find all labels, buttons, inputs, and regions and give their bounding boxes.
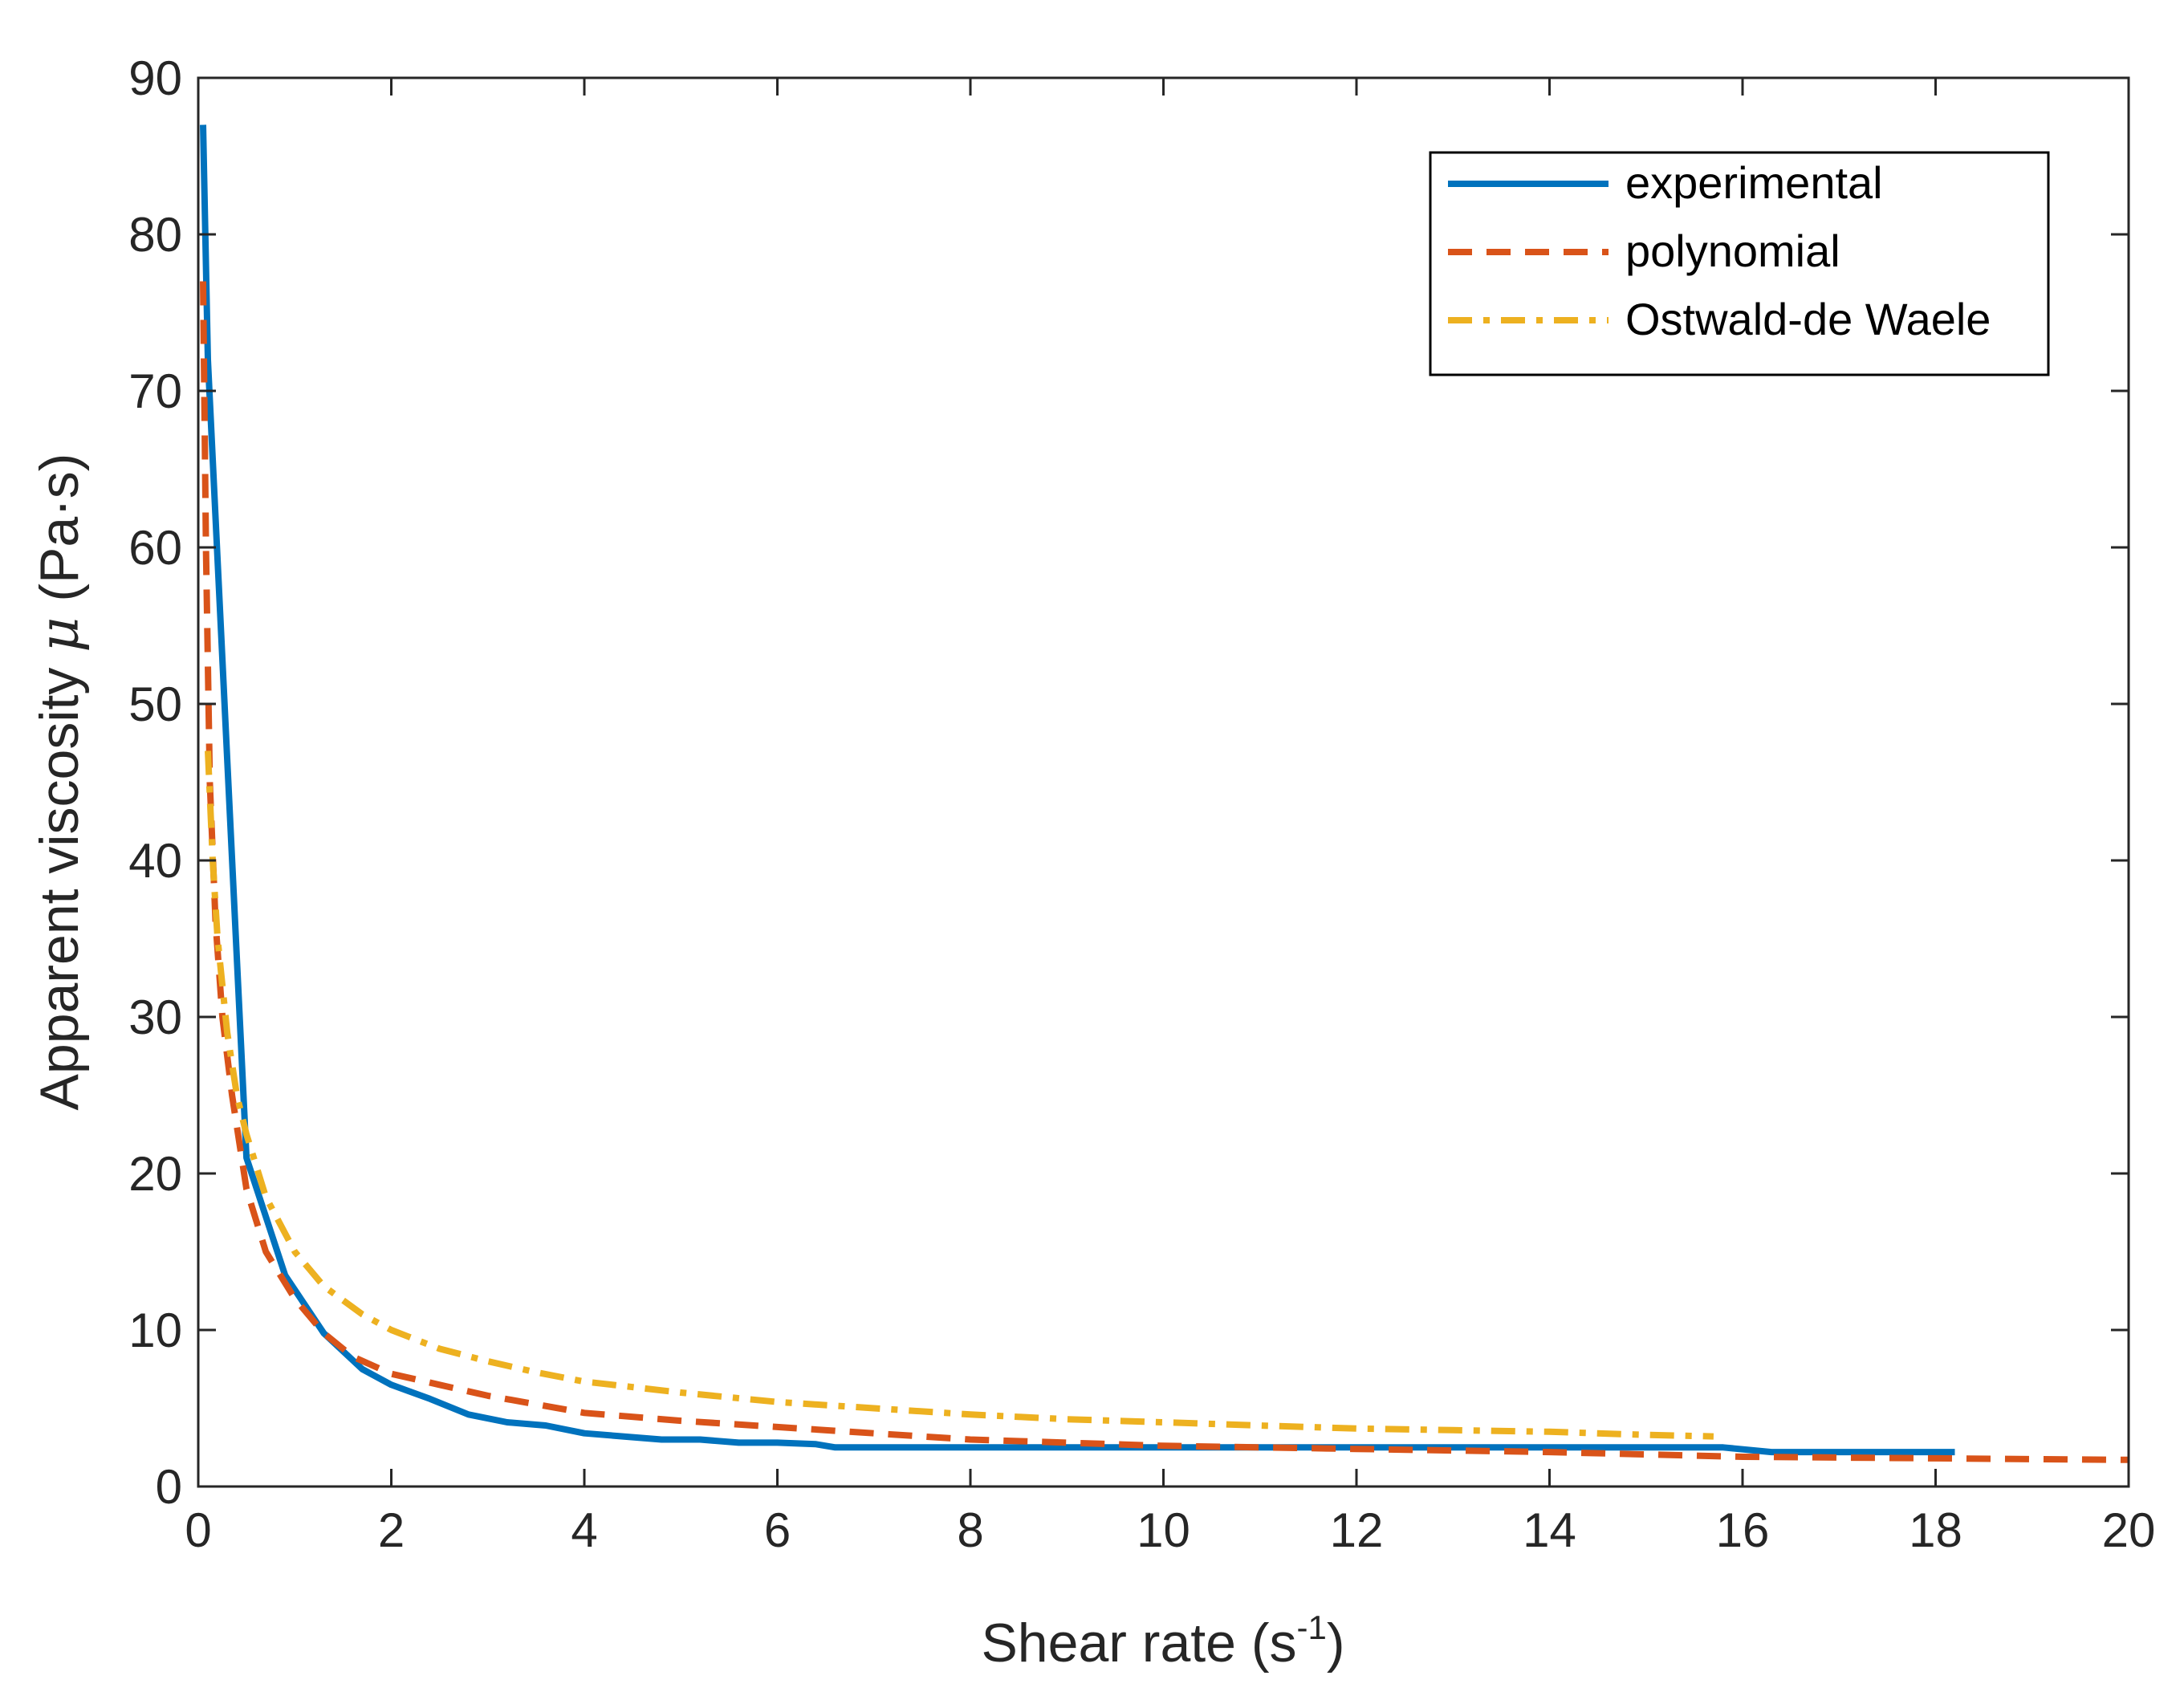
y-tick-label: 50 <box>128 677 182 731</box>
y-axis-title: Apparent viscosity μ (Pa·s) <box>28 453 92 1111</box>
x-tick-label: 2 <box>378 1503 405 1557</box>
series-line-ostwald-de-waele <box>205 750 1714 1440</box>
x-axis-title: Shear rate (s-1) <box>981 1608 1344 1674</box>
legend-box <box>1429 151 2050 376</box>
y-tick-label: 70 <box>128 364 182 418</box>
x-tick-label: 8 <box>957 1503 983 1557</box>
x-axis-title-close: ) <box>1327 1613 1345 1674</box>
legend-label: experimental <box>1625 157 1883 208</box>
x-tick-label: 20 <box>2102 1503 2156 1557</box>
y-axis-title-symbol: μ <box>28 617 92 653</box>
x-tick-label: 0 <box>185 1503 211 1557</box>
y-axis-title-main: Apparent viscosity <box>29 653 90 1111</box>
x-tick-label: 4 <box>571 1503 597 1557</box>
tick-layer: 0 2 4 6 8 10 12 14 16 18 20 0 10 20 30 40 50 60 70 80 90 <box>128 51 2155 1557</box>
legend-label: Ostwald-de Waele <box>1625 294 1991 344</box>
x-axis-title-superscript: -1 <box>1297 1608 1327 1646</box>
legend-label: polynomial <box>1625 226 1840 276</box>
x-tick-label: 14 <box>1523 1503 1576 1557</box>
series-layer <box>200 124 2129 1463</box>
y-tick-label: 10 <box>128 1303 182 1357</box>
x-axis-title-main: Shear rate (s <box>981 1613 1296 1674</box>
y-tick-label: 40 <box>128 834 182 888</box>
y-tick-label: 60 <box>128 521 182 575</box>
y-axis-title-unit: (Pa·s) <box>29 453 90 617</box>
x-tick-label: 18 <box>1909 1503 1962 1557</box>
y-tick-label: 80 <box>128 208 182 262</box>
x-tick-label: 16 <box>1716 1503 1770 1557</box>
y-tick-label: 0 <box>156 1460 182 1514</box>
x-tick-label: 10 <box>1137 1503 1190 1557</box>
y-tick-label: 90 <box>128 51 182 105</box>
y-tick-label: 30 <box>128 990 182 1044</box>
x-tick-label: 6 <box>764 1503 791 1557</box>
legend: experimental polynomial Ostwald-de Waele <box>1429 151 2050 376</box>
y-tick-label: 20 <box>128 1147 182 1201</box>
x-tick-label: 12 <box>1330 1503 1384 1557</box>
